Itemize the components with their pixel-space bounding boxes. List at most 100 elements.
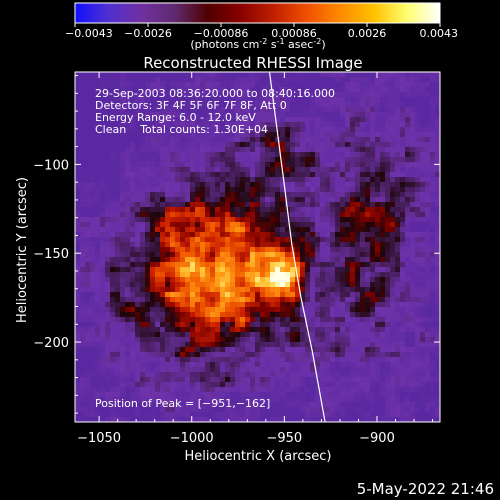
heatmap-cell xyxy=(335,272,341,278)
heatmap-cell xyxy=(290,97,296,103)
heatmap-cell xyxy=(430,402,436,408)
heatmap-cell xyxy=(415,272,421,278)
heatmap-cell xyxy=(240,77,246,83)
heatmap-cell xyxy=(345,317,351,323)
heatmap-cell xyxy=(230,82,236,88)
heatmap-cell xyxy=(400,157,406,163)
heatmap-cell xyxy=(85,207,91,213)
heatmap-cell xyxy=(295,112,301,118)
heatmap-cell xyxy=(260,372,266,378)
heatmap-cell xyxy=(150,272,156,278)
heatmap-cell xyxy=(210,187,216,193)
heatmap-cell xyxy=(310,327,316,333)
heatmap-cell xyxy=(195,337,201,343)
heatmap-cell xyxy=(260,357,266,363)
heatmap-cell xyxy=(120,187,126,193)
heatmap-cell xyxy=(210,182,216,188)
heatmap-cell xyxy=(170,207,176,213)
heatmap-cell xyxy=(390,337,396,343)
heatmap-cell xyxy=(365,377,371,383)
heatmap-cell xyxy=(145,87,151,93)
heatmap-cell xyxy=(220,107,226,113)
heatmap-cell xyxy=(175,237,181,243)
heatmap-cell xyxy=(340,247,346,253)
heatmap-cell xyxy=(85,382,91,388)
heatmap-cell xyxy=(210,392,216,398)
heatmap-cell xyxy=(100,282,106,288)
heatmap-cell xyxy=(155,217,161,223)
heatmap-cell xyxy=(210,107,216,113)
heatmap-cell xyxy=(255,162,261,168)
heatmap-cell xyxy=(80,407,86,413)
heatmap-cell xyxy=(365,97,371,103)
heatmap-cell xyxy=(310,117,316,123)
heatmap-cell xyxy=(235,292,241,298)
heatmap-cell xyxy=(405,247,411,253)
heatmap-cell xyxy=(355,107,361,113)
heatmap-cell xyxy=(325,82,331,88)
heatmap-cell xyxy=(220,147,226,153)
heatmap-cell xyxy=(170,392,176,398)
heatmap-cell xyxy=(100,187,106,193)
heatmap-cell xyxy=(410,347,416,353)
heatmap-cell xyxy=(305,307,311,313)
heatmap-cell xyxy=(360,382,366,388)
heatmap-cell xyxy=(210,307,216,313)
heatmap-cell xyxy=(280,222,286,228)
heatmap-cell xyxy=(240,292,246,298)
heatmap-cell xyxy=(300,177,306,183)
heatmap-cell xyxy=(330,362,336,368)
heatmap-cell xyxy=(320,277,326,283)
heatmap-cell xyxy=(420,312,426,318)
heatmap-cell xyxy=(410,207,416,213)
heatmap-cell xyxy=(95,342,101,348)
heatmap-cell xyxy=(420,167,426,173)
heatmap-cell xyxy=(95,372,101,378)
heatmap-cell xyxy=(170,122,176,128)
heatmap-cell xyxy=(305,147,311,153)
heatmap-cell xyxy=(170,247,176,253)
heatmap-cell xyxy=(170,282,176,288)
heatmap-cell xyxy=(115,87,121,93)
heatmap-cell xyxy=(420,182,426,188)
heatmap-cell xyxy=(180,292,186,298)
heatmap-cell xyxy=(245,112,251,118)
heatmap-cell xyxy=(245,357,251,363)
heatmap-cell xyxy=(235,137,241,143)
heatmap-cell xyxy=(125,122,131,128)
heatmap-cell xyxy=(355,312,361,318)
heatmap-cell xyxy=(160,332,166,338)
heatmap-cell xyxy=(300,172,306,178)
heatmap-cell xyxy=(205,327,211,333)
heatmap-cell xyxy=(210,227,216,233)
heatmap-cell xyxy=(170,302,176,308)
heatmap-cell xyxy=(205,287,211,293)
heatmap-cell xyxy=(140,127,146,133)
heatmap-cell xyxy=(370,297,376,303)
heatmap-cell xyxy=(215,277,221,283)
heatmap-cell xyxy=(240,197,246,203)
heatmap-cell xyxy=(175,312,181,318)
heatmap-cell xyxy=(265,222,271,228)
heatmap-cell xyxy=(410,122,416,128)
heatmap-cell xyxy=(185,187,191,193)
heatmap-cell xyxy=(190,172,196,178)
heatmap-cell xyxy=(100,392,106,398)
heatmap-cell xyxy=(110,212,116,218)
heatmap-cell xyxy=(210,222,216,228)
heatmap-cell xyxy=(135,152,141,158)
heatmap-cell xyxy=(195,317,201,323)
heatmap-cell xyxy=(270,312,276,318)
heatmap-cell xyxy=(85,277,91,283)
heatmap-cell xyxy=(280,252,286,258)
heatmap-cell xyxy=(180,172,186,178)
heatmap-cell xyxy=(145,167,151,173)
heatmap-cell xyxy=(305,322,311,328)
heatmap-cell xyxy=(435,312,440,318)
heatmap-cell xyxy=(370,227,376,233)
heatmap-cell xyxy=(375,242,381,248)
heatmap-cell xyxy=(425,292,431,298)
heatmap-cell xyxy=(430,242,436,248)
heatmap-cell xyxy=(150,207,156,213)
heatmap-cell xyxy=(235,397,241,403)
